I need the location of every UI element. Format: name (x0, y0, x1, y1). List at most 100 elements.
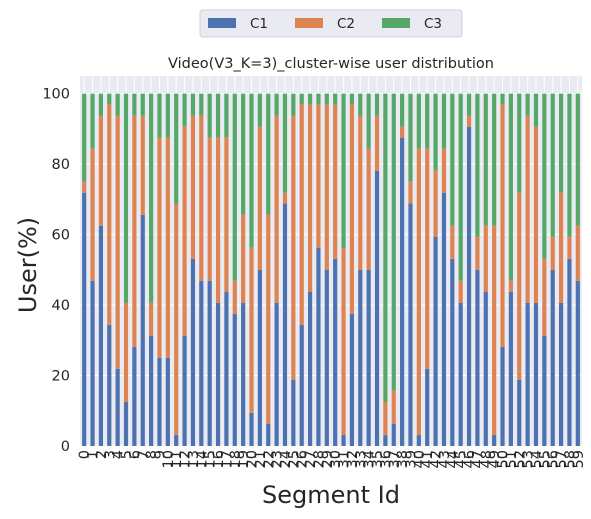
bar-c2-segment-38 (400, 126, 405, 138)
bar-c2-segment-59 (575, 225, 580, 281)
bar-c2-segment-20 (249, 247, 254, 413)
bar-c2-segment-15 (207, 137, 212, 281)
bar-c2-segment-32 (349, 104, 355, 314)
bar-c2-segment-56 (550, 236, 555, 270)
x-tick-label: 32 (345, 450, 361, 468)
x-tick-label: 7 (136, 450, 152, 459)
bars-layer (82, 93, 580, 447)
bar-c3-segment-30 (333, 93, 338, 105)
bar-c3-segment-18 (232, 93, 237, 281)
x-tick-label: 48 (479, 450, 495, 468)
x-tick-label: 57 (554, 450, 570, 468)
x-tick-label: 15 (203, 450, 219, 468)
bar-c1-segment-49 (492, 435, 497, 446)
bar-c1-segment-30 (333, 258, 338, 446)
x-tick-label: 5 (119, 450, 135, 459)
bar-c3-segment-47 (475, 93, 480, 237)
bar-c2-segment-16 (215, 137, 221, 303)
bar-c1-segment-40 (416, 435, 421, 446)
x-tick-label: 30 (328, 450, 344, 468)
bar-c2-segment-34 (366, 148, 371, 270)
y-tick-label: 0 (61, 439, 70, 455)
legend-swatch-c1 (208, 18, 236, 28)
x-tick-label: 45 (454, 450, 470, 468)
bar-c2-segment-41 (425, 148, 430, 369)
bar-c1-segment-10 (165, 357, 170, 446)
bar-c3-segment-46 (466, 93, 472, 116)
bar-c2-segment-28 (316, 104, 321, 248)
x-tick-label: 14 (194, 450, 210, 468)
bar-c3-segment-15 (207, 93, 212, 138)
legend-label-c2: C2 (337, 16, 355, 32)
bar-c1-segment-8 (149, 335, 154, 446)
legend-swatch-c3 (382, 18, 410, 28)
bar-c3-segment-20 (249, 93, 254, 248)
bar-c2-segment-24 (282, 192, 288, 204)
bar-c2-segment-0 (82, 181, 87, 193)
bar-c2-segment-14 (199, 115, 204, 281)
bar-c3-segment-53 (525, 93, 530, 116)
x-tick-label: 24 (278, 450, 294, 468)
bar-c2-segment-40 (416, 148, 421, 436)
bar-c2-segment-55 (542, 258, 547, 336)
chart-title: Video(V3_K=3)_cluster-wise user distribu… (168, 56, 494, 72)
x-tick-label: 6 (127, 450, 143, 459)
bar-c3-segment-4 (115, 93, 120, 116)
x-tick-label: 20 (245, 450, 261, 468)
x-tick-label: 37 (387, 450, 403, 468)
bar-c1-segment-28 (316, 247, 321, 446)
x-tick-label: 13 (186, 450, 202, 468)
bar-c2-segment-3 (107, 104, 112, 325)
x-tick-label: 10 (161, 450, 177, 468)
x-tick-label: 31 (337, 450, 353, 468)
bar-c2-segment-53 (525, 115, 530, 303)
bar-c3-segment-29 (324, 93, 329, 105)
x-tick-label: 1 (86, 450, 102, 459)
x-tick-label: 42 (429, 450, 445, 468)
bar-c1-segment-20 (249, 412, 254, 446)
y-tick-label: 80 (52, 157, 70, 173)
x-axis-ticks: 0123456789101112131415161718192021222324… (77, 450, 587, 468)
x-tick-label: 39 (403, 450, 419, 468)
bar-c3-segment-25 (291, 93, 296, 116)
bar-c3-segment-32 (349, 93, 355, 105)
x-tick-label: 52 (512, 450, 528, 468)
bar-c3-segment-13 (190, 93, 196, 116)
bar-c1-segment-34 (366, 269, 371, 446)
x-tick-label: 23 (270, 450, 286, 468)
y-axis-label: User(%) (14, 217, 42, 313)
bar-c3-segment-1 (90, 93, 95, 149)
x-tick-label: 19 (236, 450, 252, 468)
bar-c2-segment-19 (241, 214, 246, 303)
bar-c3-segment-31 (341, 93, 346, 248)
x-tick-label: 58 (562, 450, 578, 468)
x-tick-label: 43 (437, 450, 453, 468)
bar-c3-segment-48 (483, 93, 488, 226)
bar-c1-segment-26 (299, 324, 304, 446)
x-tick-label: 25 (286, 450, 302, 468)
x-tick-label: 26 (295, 450, 311, 468)
bar-c3-segment-19 (241, 93, 246, 215)
x-tick-label: 46 (462, 450, 478, 468)
bar-c3-segment-9 (157, 93, 162, 138)
bar-c1-segment-57 (558, 302, 564, 446)
bar-c3-segment-55 (542, 93, 547, 259)
bar-c1-segment-37 (391, 423, 396, 446)
x-tick-label: 21 (253, 450, 269, 468)
bar-c2-segment-7 (140, 115, 145, 215)
bar-c1-segment-16 (215, 302, 221, 446)
bar-c3-segment-23 (274, 93, 279, 116)
bar-c1-segment-3 (107, 324, 112, 446)
bar-c2-segment-36 (383, 401, 388, 436)
bar-c3-segment-33 (358, 93, 363, 116)
bar-c1-segment-52 (517, 379, 522, 446)
bar-c2-segment-13 (190, 115, 196, 259)
bar-c2-segment-47 (475, 236, 480, 270)
bar-c1-segment-33 (358, 269, 363, 446)
bar-c2-segment-51 (508, 280, 513, 292)
x-tick-label: 17 (219, 450, 235, 468)
bar-c2-segment-9 (157, 137, 162, 358)
legend-label-c3: C3 (424, 16, 442, 32)
bar-c3-segment-2 (98, 93, 104, 116)
y-tick-label: 20 (52, 369, 70, 385)
